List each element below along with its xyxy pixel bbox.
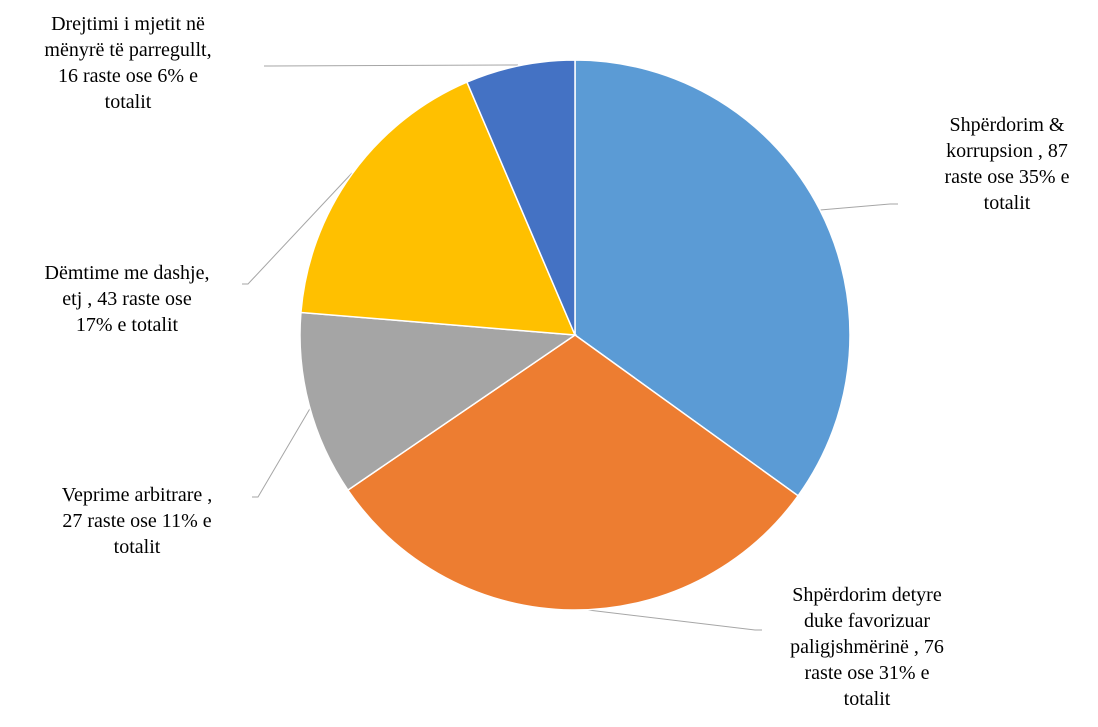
pie-slice-5 xyxy=(465,59,576,336)
data-label-line: duke favorizuar xyxy=(804,610,930,632)
leader-line-1 xyxy=(819,203,898,211)
data-label-1: Shpërdorim & korrupsion , 87 raste ose 35%… xyxy=(945,114,1070,214)
leader-lines xyxy=(242,64,898,631)
data-label-line: Dëmtime me dashje, xyxy=(45,262,210,284)
data-label-line: mënyrë të parregullt, xyxy=(44,39,211,61)
data-label-line: korrupsion , 87 xyxy=(946,140,1068,162)
data-label-line: totalit xyxy=(844,688,891,710)
leader-line-3 xyxy=(252,399,316,498)
pie-slice-3 xyxy=(299,311,578,492)
leader-line-2 xyxy=(562,606,762,631)
pie-slice-1 xyxy=(574,59,851,497)
leader-line-4 xyxy=(242,172,353,285)
leader-line-5 xyxy=(264,64,519,67)
data-label-4: Dëmtime me dashje, etj , 43 raste ose 17% … xyxy=(45,262,210,336)
data-label-line: 16 raste ose 6% e xyxy=(58,65,198,87)
data-label-line: Shpërdorim & xyxy=(950,114,1065,136)
slice-labels: Shpërdorim & korrupsion , 87 raste ose 35%… xyxy=(44,13,1069,710)
data-label-line: etj , 43 raste ose xyxy=(62,288,192,310)
data-label-3: Veprime arbitrare , 27 raste ose 11% e tot… xyxy=(62,484,212,558)
data-label-line: 27 raste ose 11% e xyxy=(62,510,211,532)
data-label-5: Drejtimi i mjetit në mënyrë të parregullt… xyxy=(44,13,211,113)
data-label-line: 17% e totalit xyxy=(76,314,179,336)
data-label-line: totalit xyxy=(114,536,161,558)
data-label-line: Drejtimi i mjetit në xyxy=(51,13,205,35)
data-label-line: paligjshmërinë , 76 xyxy=(790,636,944,658)
pie-slice-4 xyxy=(300,81,577,336)
data-label-line: raste ose 31% e xyxy=(805,662,930,684)
data-label-line: Shpërdorim detyre xyxy=(792,584,942,606)
data-label-2: Shpërdorim detyre duke favorizuar paligjsh… xyxy=(790,584,944,710)
data-label-line: raste ose 35% e xyxy=(945,166,1070,188)
data-label-line: Veprime arbitrare , xyxy=(62,484,212,506)
data-label-line: totalit xyxy=(984,192,1031,214)
pie-slice-2 xyxy=(346,334,800,611)
data-label-line: totalit xyxy=(105,91,152,113)
pie-slices xyxy=(299,59,851,611)
